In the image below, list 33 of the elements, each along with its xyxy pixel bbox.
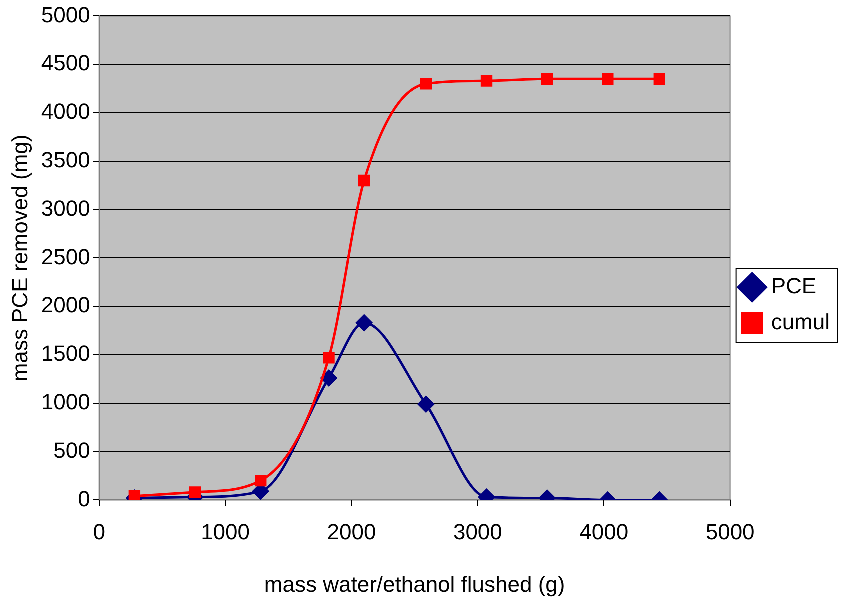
y-axis-title: mass PCE removed (mg) bbox=[7, 134, 32, 382]
point bbox=[189, 486, 202, 498]
y-tick-label: 2500 bbox=[41, 244, 90, 270]
y-tick-label: 3500 bbox=[41, 147, 90, 172]
point bbox=[356, 314, 373, 332]
point bbox=[480, 75, 493, 87]
point bbox=[255, 474, 267, 487]
legend-label: PCE bbox=[771, 274, 817, 299]
point bbox=[654, 73, 666, 85]
x-tick-label: 3000 bbox=[453, 519, 502, 544]
point bbox=[541, 73, 554, 85]
point bbox=[323, 352, 335, 364]
point bbox=[418, 396, 434, 413]
point bbox=[420, 78, 432, 90]
y-tick-label: 500 bbox=[54, 438, 90, 463]
y-tick-label: 1000 bbox=[41, 389, 90, 414]
point bbox=[358, 174, 370, 187]
legend-label: cumul bbox=[771, 310, 830, 335]
y-tick-label: 1500 bbox=[41, 341, 90, 366]
x-tick-label: 2000 bbox=[327, 519, 376, 544]
point bbox=[320, 370, 338, 386]
y-tick-label: 5000 bbox=[41, 2, 90, 28]
y-tick-label: 2000 bbox=[41, 292, 90, 318]
y-tick-label: 3000 bbox=[41, 196, 90, 221]
x-tick-label: 1000 bbox=[201, 519, 250, 544]
x-tick-label: 5000 bbox=[706, 519, 755, 544]
x-tick-label: 4000 bbox=[580, 519, 629, 544]
point bbox=[128, 490, 141, 500]
y-tick-label: 0 bbox=[78, 486, 90, 512]
point bbox=[602, 73, 614, 85]
y-tick-label: 4500 bbox=[41, 50, 90, 76]
x-axis-title: mass water/ethanol flushed (g) bbox=[264, 572, 566, 597]
y-tick-label: 4000 bbox=[41, 99, 90, 124]
